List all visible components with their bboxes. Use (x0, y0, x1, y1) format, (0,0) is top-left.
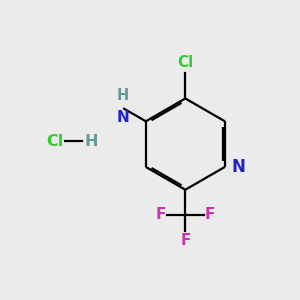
Text: Cl: Cl (177, 56, 194, 70)
Text: F: F (155, 207, 166, 222)
Text: Cl: Cl (46, 134, 63, 149)
Text: F: F (205, 207, 215, 222)
Text: H: H (85, 134, 98, 149)
Text: N: N (231, 158, 245, 176)
Text: H: H (116, 88, 129, 104)
Text: N: N (116, 110, 129, 125)
Text: F: F (180, 233, 190, 248)
